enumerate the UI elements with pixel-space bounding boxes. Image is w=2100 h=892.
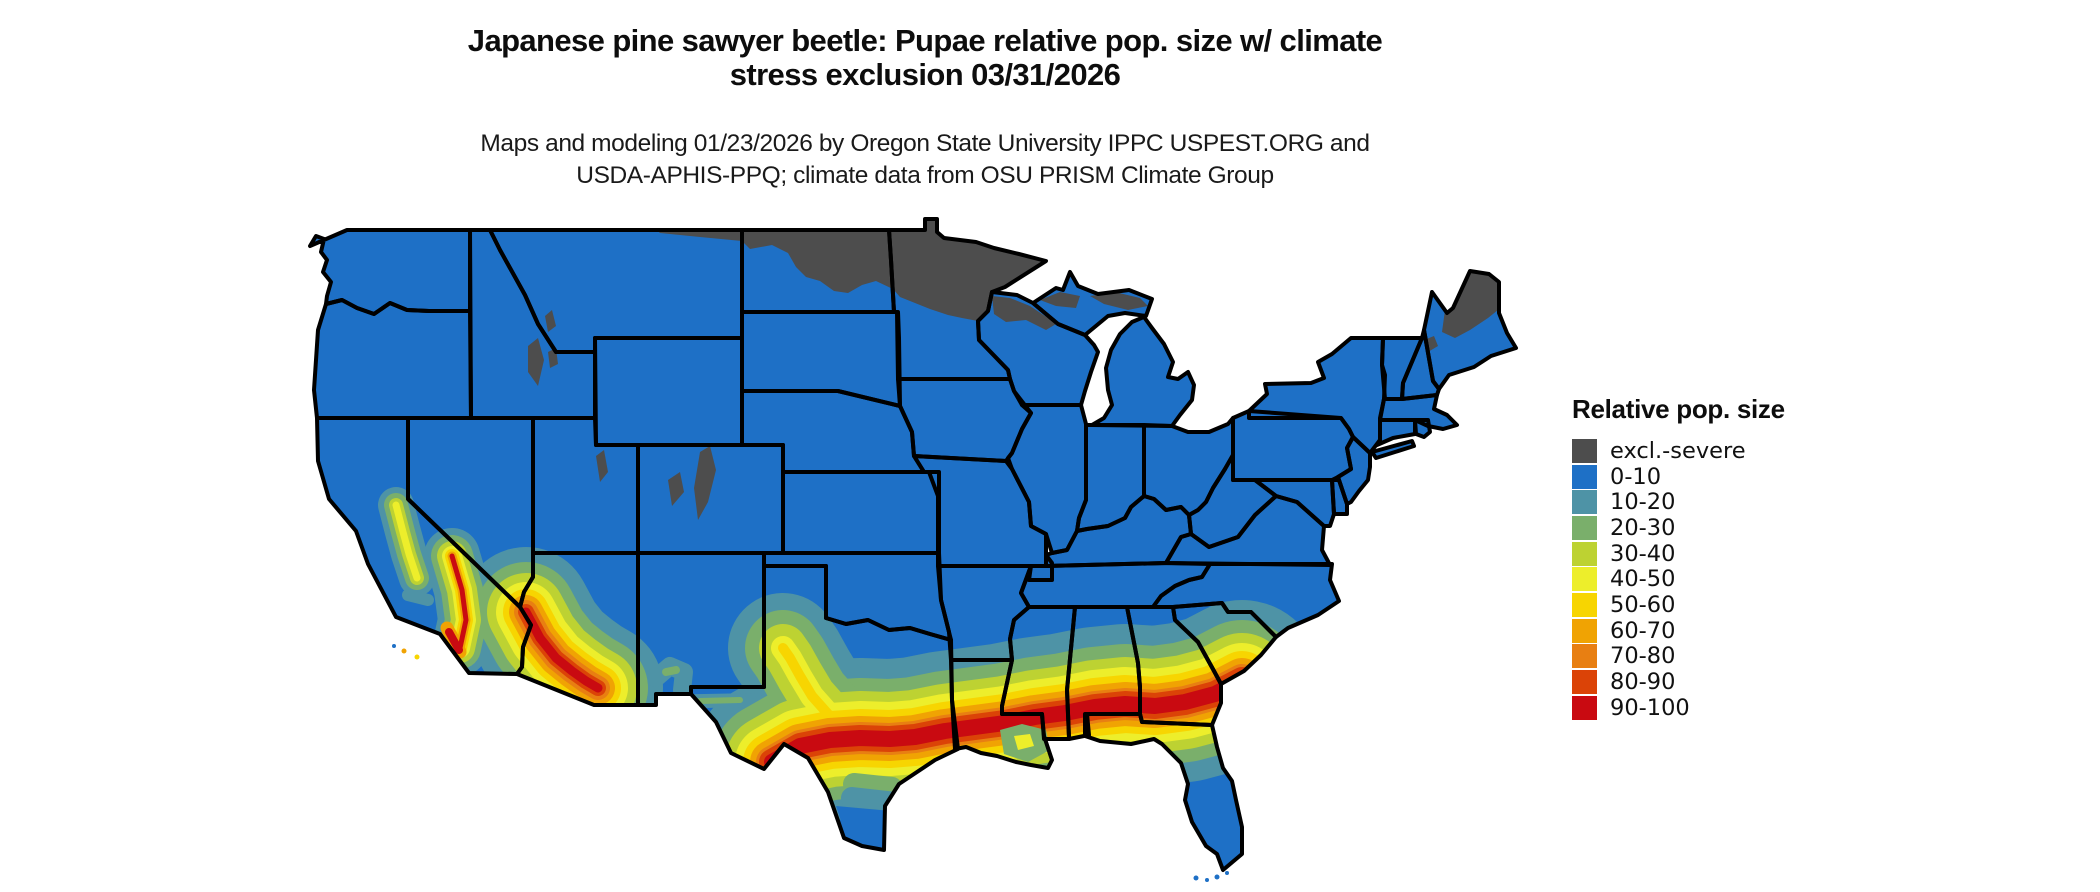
legend-item: 70-80: [1572, 643, 1785, 670]
page-title-line1: Japanese pine sawyer beetle: Pupae relat…: [467, 23, 1383, 58]
legend-label: 20-30: [1610, 514, 1676, 541]
legend-label: 60-70: [1610, 617, 1676, 644]
legend-label: 70-80: [1610, 643, 1676, 670]
legend-title: Relative pop. size: [1572, 394, 1785, 424]
legend-label: excl.-severe: [1610, 437, 1746, 464]
legend-label: 40-50: [1610, 566, 1676, 593]
legend-swatch: [1572, 670, 1597, 695]
legend-label: 10-20: [1610, 489, 1676, 516]
legend-items: excl.-severe 0-10 10-20 20-30 30-40 40-50 50-6…: [1572, 438, 1785, 721]
legend-item: 40-50: [1572, 566, 1785, 592]
legend-swatch: [1572, 592, 1597, 617]
legend-swatch: [1572, 644, 1597, 669]
legend-item: 60-70: [1572, 618, 1785, 644]
legend-item: 0-10: [1572, 464, 1785, 490]
legend-swatch: [1572, 464, 1597, 489]
legend-item: excl.-severe: [1572, 438, 1785, 464]
island-dots: [392, 644, 1229, 882]
legend-swatch: [1572, 618, 1597, 643]
subtitle: Maps and modeling 01/23/2026 by Oregon S…: [0, 128, 1850, 192]
header: Japanese pine sawyer beetle: Pupae relat…: [0, 24, 1850, 192]
legend-item: 80-90: [1572, 669, 1785, 695]
legend-swatch: [1572, 541, 1597, 566]
legend-swatch: [1572, 515, 1597, 540]
legend-label: 50-60: [1610, 591, 1676, 618]
legend-swatch: [1572, 438, 1597, 463]
legend-item: 50-60: [1572, 592, 1785, 618]
legend-swatch: [1572, 490, 1597, 515]
legend: Relative pop. size excl.-severe 0-10 10-20…: [1572, 394, 1785, 721]
page-title-line2: stress exclusion 03/31/2026: [729, 57, 1121, 92]
legend-label: 80-90: [1610, 669, 1676, 696]
legend-label: 30-40: [1610, 540, 1676, 567]
subtitle-line2: USDA-APHIS-PPQ; climate data from OSU PR…: [576, 162, 1274, 189]
south-texas-tip: [836, 806, 902, 861]
subtitle-line1: Maps and modeling 01/23/2026 by Oregon S…: [480, 130, 1370, 157]
legend-item: 90-100: [1572, 695, 1785, 721]
legend-label: 0-10: [1610, 463, 1662, 490]
legend-swatch: [1572, 695, 1597, 720]
legend-label: 90-100: [1610, 694, 1690, 721]
legend-item: 20-30: [1572, 515, 1785, 541]
legend-swatch: [1572, 567, 1597, 592]
legend-item: 10-20: [1572, 489, 1785, 515]
delta-pocket: [1000, 724, 1050, 762]
legend-item: 30-40: [1572, 541, 1785, 567]
